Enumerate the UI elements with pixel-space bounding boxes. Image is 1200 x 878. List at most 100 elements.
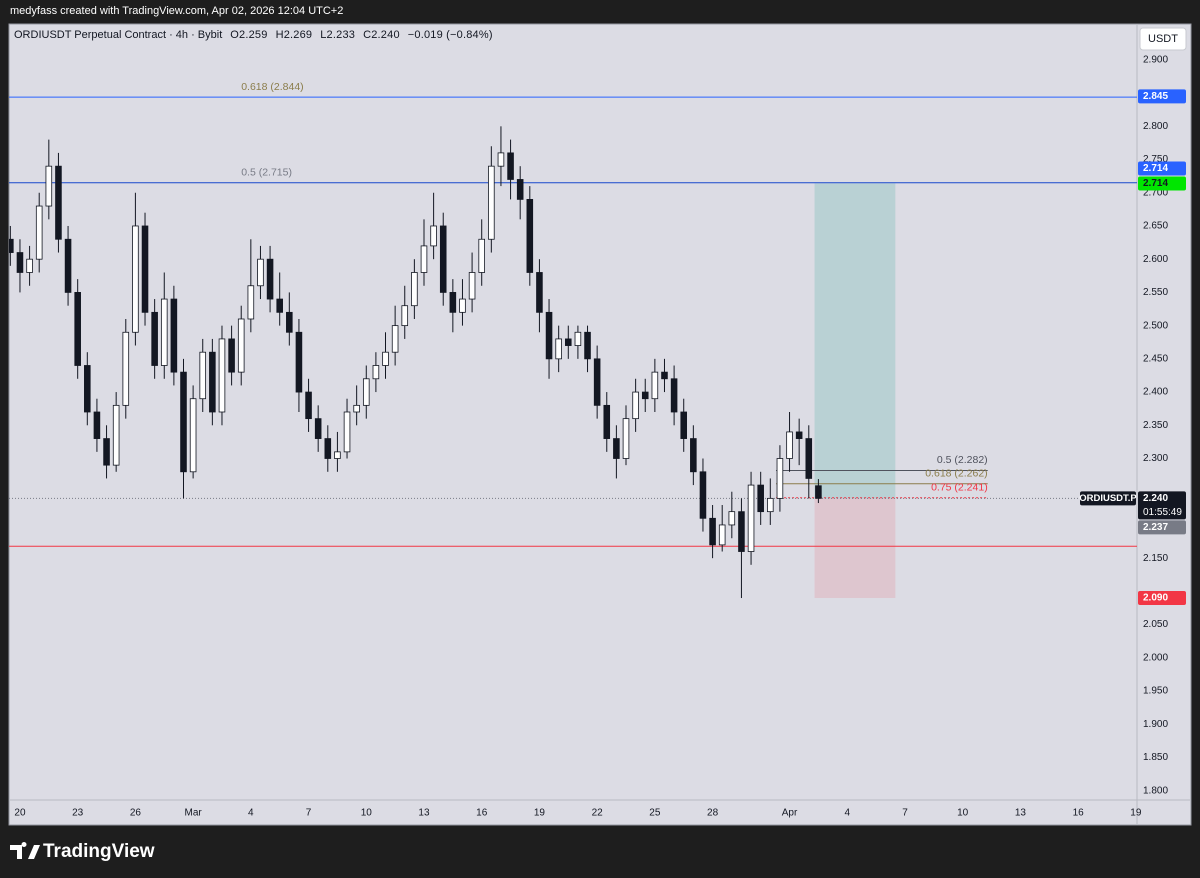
candle-body	[372, 365, 380, 380]
ohlc-value: C2.240	[363, 29, 400, 41]
brand-logo	[10, 841, 40, 859]
candle-body	[324, 438, 332, 459]
candle-body	[728, 511, 736, 526]
candle-body	[218, 338, 226, 413]
x-tick-label: 28	[707, 808, 719, 819]
y-tick-label: 2.050	[1143, 619, 1168, 630]
candle-body	[16, 252, 24, 273]
y-tick-label: 2.550	[1143, 287, 1168, 298]
candle-body	[237, 318, 245, 373]
candle-body	[632, 391, 639, 420]
x-tick-label: 7	[306, 808, 312, 819]
y-tick-label: 1.900	[1143, 719, 1168, 730]
candle-body	[401, 305, 409, 327]
x-tick-label: 19	[534, 808, 546, 819]
candle-body	[651, 371, 659, 400]
symbol-title: ORDIUSDT Perpetual Contract · 4h · Bybit	[14, 29, 223, 41]
candle-body	[74, 292, 81, 366]
candle-body	[767, 497, 774, 513]
legend: ORDIUSDT Perpetual Contract · 4h · Bybit…	[14, 29, 493, 41]
y-tick-label: 2.450	[1143, 353, 1168, 364]
price-label: 2.090	[1143, 593, 1168, 604]
y-tick-label: 2.600	[1143, 254, 1168, 265]
price-label-box	[1138, 176, 1186, 191]
brand: TradingView	[43, 841, 155, 862]
y-tick-label: 2.800	[1143, 121, 1168, 132]
candle-body	[276, 298, 283, 313]
ohlc-value: L2.233	[320, 29, 356, 41]
candle-body	[584, 331, 591, 360]
y-tick-label: 2.150	[1143, 553, 1168, 564]
candle-body	[738, 511, 745, 552]
candle-body	[411, 272, 418, 307]
candle-body	[776, 458, 784, 499]
candle-body	[382, 351, 389, 366]
candle-body	[26, 258, 33, 273]
plot-area: 0.618 (2.844) 0.5 (2.715) 0.5 (2.282) 0.618…	[9, 81, 1137, 599]
x-tick-label: 23	[72, 808, 84, 819]
symbol-label: ORDIUSDT.P	[1079, 493, 1137, 504]
candle-body	[613, 438, 620, 459]
candle-body	[122, 331, 130, 406]
ohlc-value: O2.259	[230, 29, 268, 41]
x-tick-label: 4	[844, 808, 850, 819]
target-zone	[814, 183, 896, 499]
candle-body	[286, 311, 293, 333]
candle-body	[593, 358, 601, 406]
candle-body	[795, 431, 803, 439]
y-tick-label: 2.750	[1143, 154, 1168, 165]
candle-body	[507, 152, 514, 180]
candle-body	[565, 338, 572, 346]
candle-body	[516, 179, 524, 200]
x-tick-label: 10	[361, 808, 373, 819]
candle-body	[151, 311, 158, 366]
candle-body	[574, 331, 582, 346]
candle-body	[343, 411, 351, 453]
symbol-label-box	[1080, 491, 1136, 506]
candle-body	[334, 451, 341, 459]
ohlc-value: −0.019 (−0.84%)	[407, 29, 493, 41]
candle-body	[420, 245, 428, 273]
x-tick-label: 26	[130, 808, 142, 819]
candle-body	[430, 225, 437, 247]
price-label-box	[1138, 161, 1186, 176]
stop-zone	[814, 498, 896, 599]
candle-body	[170, 298, 178, 373]
y-tick-label: 1.950	[1143, 686, 1168, 697]
candle-body	[55, 165, 62, 240]
candle-body	[228, 338, 235, 373]
candle-body	[545, 311, 553, 360]
x-tick-label: 4	[248, 808, 254, 819]
x-tick-label: 7	[902, 808, 908, 819]
y-tick-label: 2.650	[1143, 221, 1168, 232]
price-label: 2.714	[1143, 178, 1168, 189]
caption: medyfass created with TradingView.com, A…	[10, 5, 343, 17]
currency-box[interactable]	[1139, 27, 1187, 51]
candle-body	[747, 484, 755, 552]
candle-body	[362, 378, 370, 406]
candle-body	[199, 351, 207, 400]
candle-body	[555, 338, 562, 360]
price-label: 2.714	[1143, 163, 1168, 174]
candle-body	[189, 398, 197, 473]
candle-body	[497, 152, 505, 167]
candle-body	[93, 411, 101, 439]
level-label: 0.5 (2.282)	[937, 454, 988, 466]
candle-body	[690, 438, 697, 473]
countdown: 01:55:49	[1143, 507, 1182, 518]
candle-body	[622, 418, 630, 459]
candle-body	[805, 438, 813, 479]
y-tick-label: 2.400	[1143, 387, 1168, 398]
level-label: 0.618 (2.262)	[925, 468, 987, 480]
currency[interactable]: USDT	[1148, 33, 1178, 45]
candle-body	[103, 438, 110, 466]
y-tick-label: 1.850	[1143, 752, 1168, 763]
x-tick-label: 25	[649, 808, 661, 819]
candle-body	[449, 292, 457, 313]
price-label-box	[1138, 591, 1186, 606]
candle-body	[305, 391, 312, 420]
y-tick-label: 1.800	[1143, 785, 1168, 796]
candle-body	[112, 404, 120, 466]
candle-body	[247, 285, 255, 320]
